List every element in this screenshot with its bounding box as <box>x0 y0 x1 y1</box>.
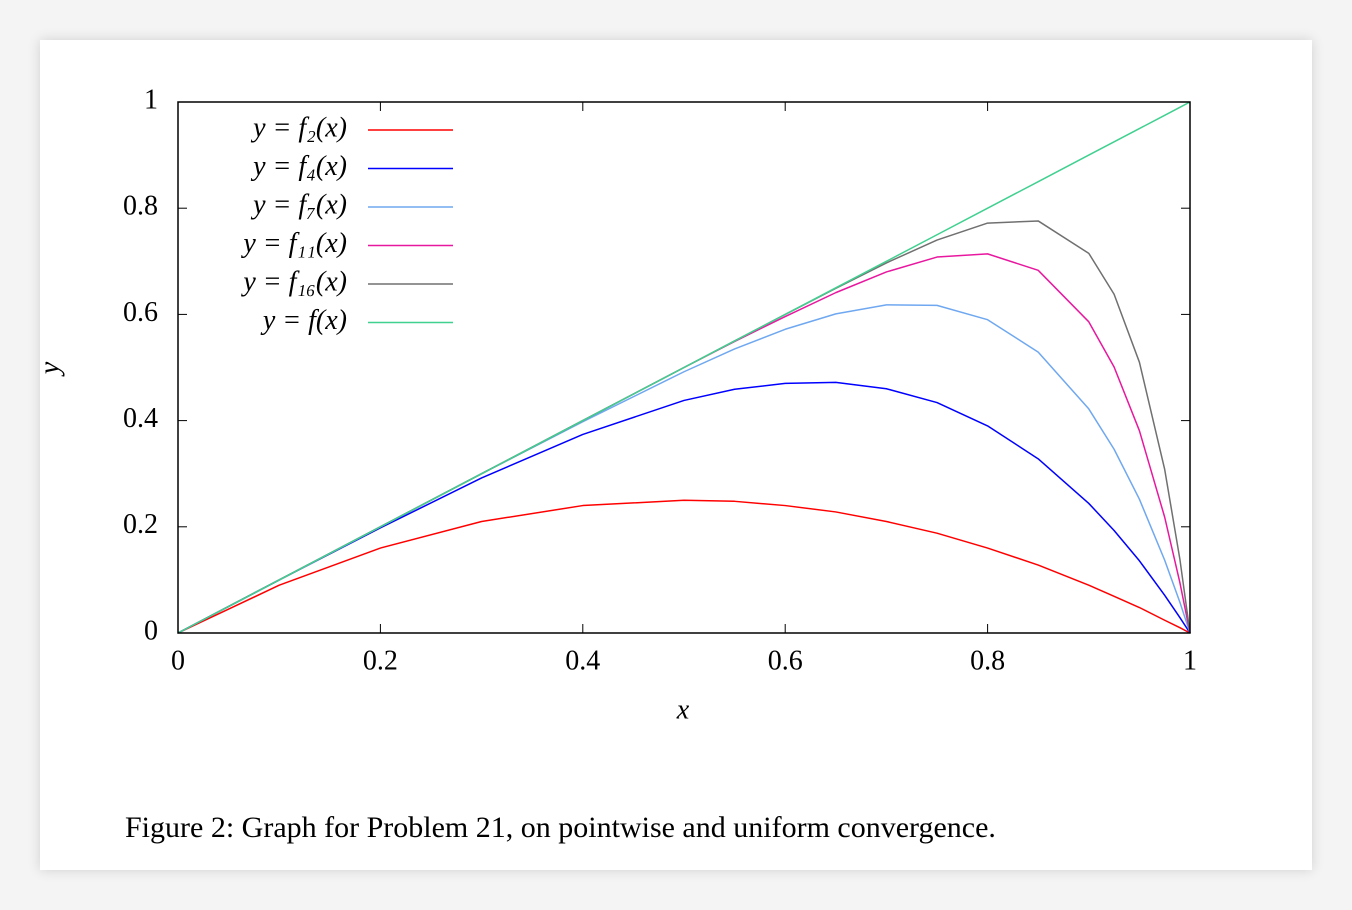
y-tick-label: 0.4 <box>123 403 158 434</box>
series-line <box>177 304 1191 634</box>
y-tick-label: 0 <box>144 615 158 646</box>
x-tick-label: 0.4 <box>565 645 600 676</box>
y-axis-label: y <box>34 361 65 377</box>
series-line <box>177 381 1191 634</box>
x-tick-label: 0 <box>171 645 185 676</box>
series-line <box>177 499 1191 634</box>
series-line <box>177 101 1191 634</box>
x-tick-label: 0.2 <box>363 645 398 676</box>
legend-label: y = f₄(x) <box>250 151 347 182</box>
figure-card <box>40 40 1312 870</box>
y-tick-label: 0.6 <box>123 297 158 328</box>
x-tick-label: 1 <box>1183 645 1197 676</box>
y-tick-label: 1 <box>144 84 158 115</box>
x-tick-label: 0.6 <box>768 645 803 676</box>
legend-label: y = f₂(x) <box>250 112 347 143</box>
legend-label: y = f₁₁(x) <box>240 228 347 259</box>
legend-label: y = f₇(x) <box>250 189 347 220</box>
x-tick-label: 0.8 <box>970 645 1005 676</box>
x-axis-label: x <box>676 694 690 725</box>
y-tick-label: 0.8 <box>123 191 158 222</box>
caption: Figure 2: Graph for Problem 21, on point… <box>125 811 996 844</box>
plot-frame <box>177 101 1191 634</box>
legend-label: y = f₁₆(x) <box>240 266 347 297</box>
y-tick-label: 0.2 <box>123 509 158 540</box>
legend-label: y = f(x) <box>260 305 347 336</box>
